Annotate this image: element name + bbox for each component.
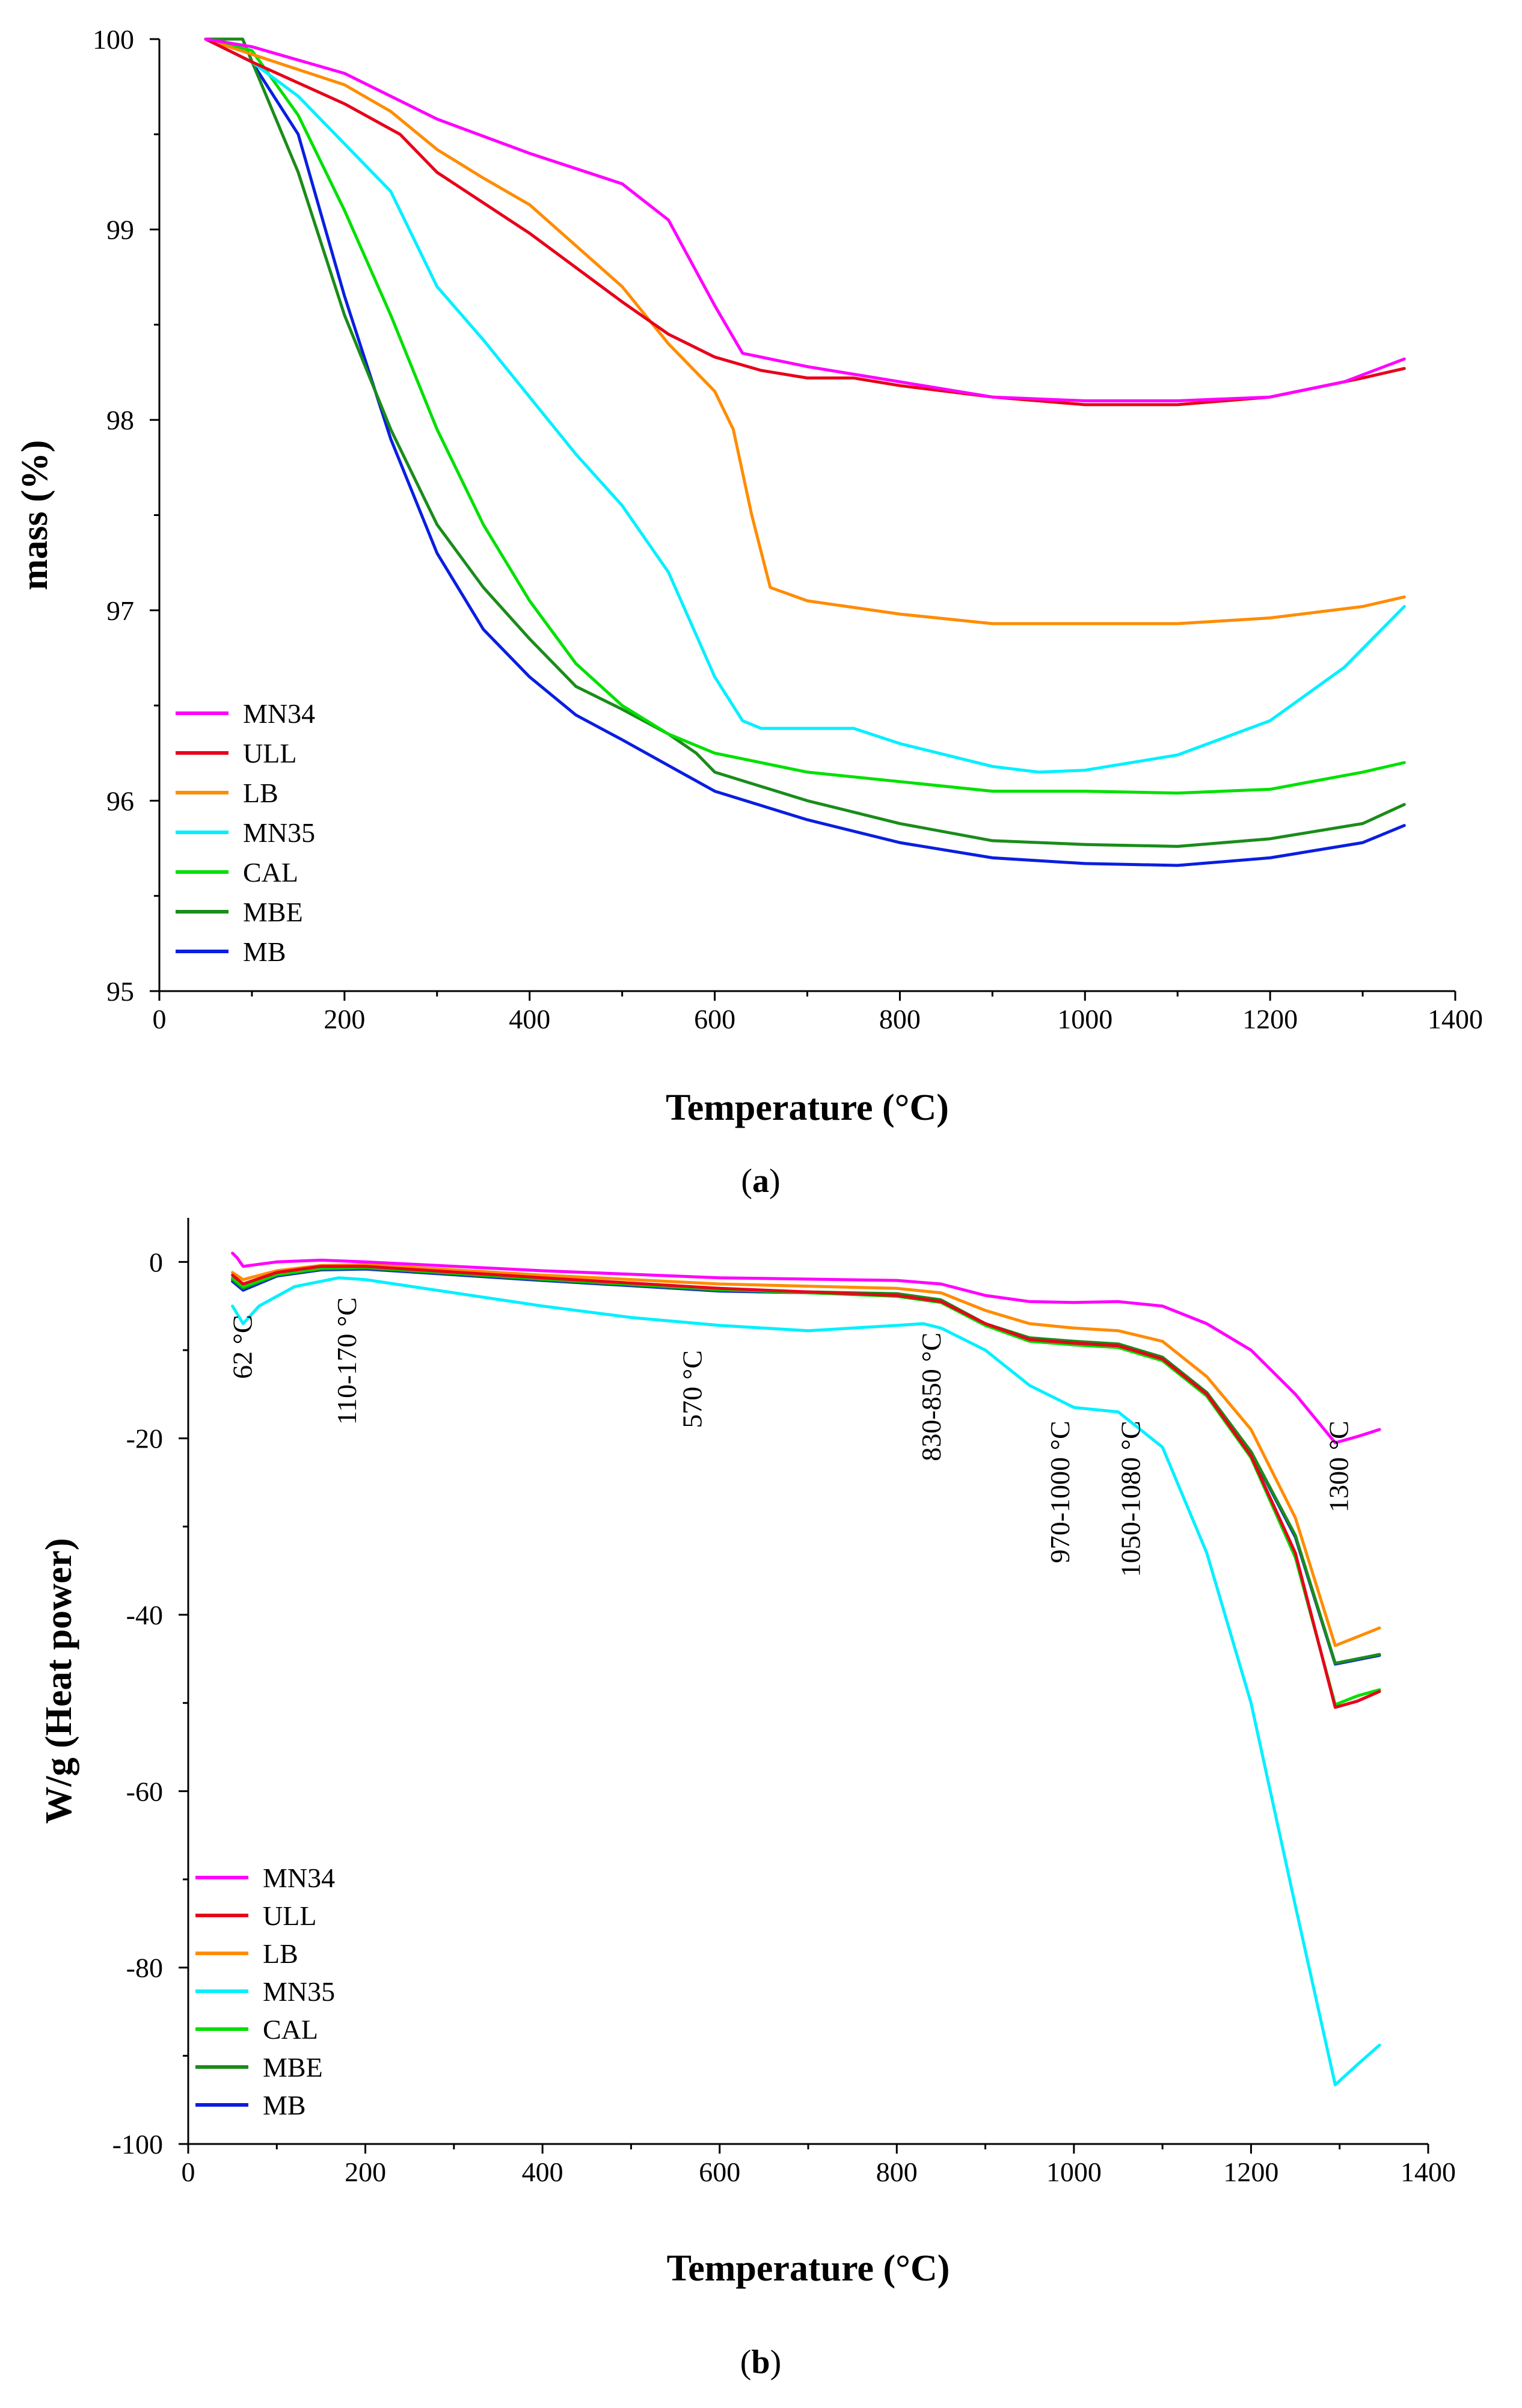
y-tick-label: -100 bbox=[112, 2129, 163, 2160]
panel-paren: ( bbox=[740, 2344, 752, 2381]
y-tick-label: 98 bbox=[106, 405, 134, 435]
series-line-mn34 bbox=[204, 37, 1406, 402]
series-line-ull bbox=[204, 37, 1406, 407]
panel-label: (b) bbox=[740, 2344, 781, 2381]
x-tick-label: 600 bbox=[699, 2157, 740, 2187]
y-tick-label: 95 bbox=[106, 976, 134, 1007]
legend-label: MN35 bbox=[263, 1976, 335, 2007]
x-tick-label: 1400 bbox=[1401, 2157, 1456, 2187]
annotation-label: 62 °C bbox=[227, 1315, 257, 1379]
series-line-mbe bbox=[231, 1267, 1381, 1665]
series-line-mb bbox=[204, 37, 1406, 867]
series-line-lb bbox=[231, 1263, 1381, 1647]
panel-paren: ) bbox=[769, 1163, 781, 1200]
legend-label: MB bbox=[263, 2090, 306, 2121]
y-tick-label: -60 bbox=[126, 1776, 163, 1807]
legend-label: MBE bbox=[263, 2052, 323, 2083]
x-tick-label: 600 bbox=[694, 1004, 735, 1034]
series-line-ull bbox=[231, 1265, 1381, 1709]
legend-label: MN35 bbox=[243, 817, 315, 848]
x-tick-label: 400 bbox=[522, 2157, 563, 2187]
series-line-cal bbox=[231, 1265, 1381, 1707]
panel-letter: a bbox=[752, 1163, 769, 1200]
y-axis-title: mass (%) bbox=[14, 440, 55, 591]
series-line-mbe bbox=[204, 37, 1406, 848]
x-tick-label: 1400 bbox=[1428, 1004, 1483, 1034]
x-tick-label: 200 bbox=[324, 1004, 365, 1034]
series-line-mn35 bbox=[231, 1276, 1381, 2087]
x-tick-label: 1200 bbox=[1242, 1004, 1298, 1034]
legend-label: MN34 bbox=[243, 698, 315, 729]
legend: MN34 ULL LB MN35 CAL MBE MB bbox=[176, 698, 315, 967]
x-tick-label: 1000 bbox=[1046, 2157, 1102, 2187]
x-tick-label: 1200 bbox=[1223, 2157, 1278, 2187]
x-tick-label: 0 bbox=[153, 1004, 167, 1034]
annotation-label: 110-170 °C bbox=[331, 1297, 362, 1425]
panel-letter: b bbox=[751, 2344, 770, 2381]
annotation-label: 970-1000 °C bbox=[1045, 1421, 1075, 1563]
series-line-mn34 bbox=[231, 1252, 1381, 1445]
y-tick-label: 0 bbox=[149, 1247, 163, 1277]
x-tick-label: 800 bbox=[879, 1004, 921, 1034]
series-group bbox=[231, 1252, 1381, 2087]
y-axis-title: W/g (Heat power) bbox=[38, 1538, 79, 1823]
legend: MN34 ULL LB MN35 CAL MBE MB bbox=[195, 1863, 335, 2121]
annotation-label: 1300 °C bbox=[1324, 1421, 1354, 1513]
legend-label: ULL bbox=[243, 738, 296, 769]
legend-label: LB bbox=[243, 778, 278, 808]
x-tick-label: 800 bbox=[876, 2157, 918, 2187]
y-tick-label: -20 bbox=[126, 1424, 163, 1454]
legend-label: MB bbox=[243, 936, 286, 967]
series-line-mb bbox=[231, 1267, 1381, 1666]
legend-label: MN34 bbox=[263, 1863, 335, 1893]
y-tick-label: -80 bbox=[126, 1953, 163, 1983]
legend-label: CAL bbox=[243, 857, 298, 888]
y-tick-label: 97 bbox=[106, 595, 134, 626]
series-line-cal bbox=[204, 37, 1406, 795]
x-axis-title: Temperature (°C) bbox=[666, 1087, 949, 1128]
annotation-label: 570 °C bbox=[677, 1350, 708, 1428]
y-tick-label: 99 bbox=[106, 215, 134, 245]
annotation-label: 1050-1080 °C bbox=[1115, 1421, 1146, 1577]
legend-label: MBE bbox=[243, 897, 303, 927]
series-group bbox=[204, 37, 1406, 867]
x-axis-title: Temperature (°C) bbox=[667, 2248, 950, 2289]
annotation-label: 830-850 °C bbox=[916, 1333, 947, 1461]
x-tick-label: 400 bbox=[509, 1004, 550, 1034]
chart-b: 0 200 400 600 800 1000 1200 1400 0 -20 -40 -60 -80 -1… bbox=[38, 1218, 1456, 2381]
legend-label: LB bbox=[263, 1938, 298, 1969]
series-line-mn35 bbox=[204, 37, 1406, 774]
y-tick-label: -40 bbox=[126, 1600, 163, 1630]
panel-label: (a) bbox=[741, 1163, 780, 1200]
y-tick-label: 100 bbox=[93, 24, 134, 55]
x-tick-label: 0 bbox=[182, 2157, 195, 2187]
chart-a: 0 200 400 600 800 1000 1200 1400 95 96 97 98 99 100 Te… bbox=[14, 24, 1483, 1200]
x-tick-label: 1000 bbox=[1057, 1004, 1112, 1034]
panel-paren: ) bbox=[770, 2344, 782, 2381]
x-tick-label: 200 bbox=[345, 2157, 386, 2187]
series-line-lb bbox=[204, 37, 1406, 625]
panel-paren: ( bbox=[741, 1163, 752, 1200]
y-tick-label: 96 bbox=[106, 785, 134, 816]
legend-label: ULL bbox=[263, 1900, 316, 1931]
legend-label: CAL bbox=[263, 2014, 318, 2045]
